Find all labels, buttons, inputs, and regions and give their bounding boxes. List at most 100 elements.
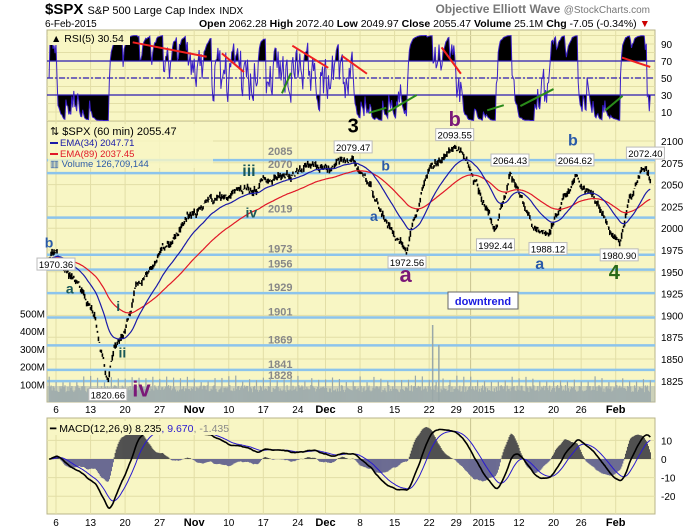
- macd-hist-bar: [205, 459, 207, 463]
- price-label: 1992.44: [478, 241, 512, 252]
- macd-hist-bar: [474, 459, 477, 480]
- macd-hist-bar: [266, 457, 268, 459]
- macd-hist-bar: [463, 459, 465, 469]
- macd-hist-bar: [405, 459, 408, 462]
- macd-hist-bar: [498, 459, 500, 467]
- macd-hist-bar: [379, 459, 381, 473]
- macd-hist-bar: [494, 459, 496, 477]
- macd-hist-bar: [259, 459, 262, 462]
- macd-hist-bar: [286, 459, 288, 460]
- macd-hist-bar: [569, 441, 572, 459]
- macd-hist-bar: [439, 446, 441, 459]
- macd-hist-bar: [504, 446, 506, 459]
- macd-hist-bar: [77, 459, 79, 467]
- macd-hist-bar: [216, 459, 218, 465]
- macd-hist-bar: [88, 459, 91, 469]
- macd-tick-label: 10: [661, 436, 673, 447]
- macd-hist-bar: [106, 459, 109, 482]
- macd-hist-bar: [315, 458, 317, 459]
- volume-tick-label: 200M: [20, 363, 45, 374]
- macd-hist-bar: [377, 459, 379, 473]
- macd-hist-bar: [252, 459, 255, 465]
- macd-hist-bar: [112, 459, 114, 463]
- price-tick-label: 1850: [661, 355, 684, 366]
- macd-hist-bar: [408, 456, 411, 459]
- macd-hist-bar: [470, 459, 473, 477]
- macd-hist-bar: [634, 435, 637, 459]
- macd-hist-bar: [311, 457, 313, 459]
- macd-hist-bar: [619, 459, 621, 471]
- macd-hist-bar: [615, 459, 617, 474]
- macd-hist-bar: [318, 459, 321, 462]
- macd-hist-bar: [297, 459, 299, 460]
- macd-hist-bar: [157, 452, 159, 459]
- macd-hist-bar: [155, 451, 157, 459]
- macd-hist-bar: [543, 459, 545, 466]
- macd-hist-bar: [590, 459, 592, 466]
- x-tick-label: 2015: [473, 518, 496, 529]
- x-tick-label: 20: [120, 518, 132, 529]
- macd-hist-bar: [444, 453, 446, 459]
- macd-hist-bar: [393, 459, 396, 468]
- wave-label: iii: [242, 163, 255, 180]
- macd-hist-bar: [539, 459, 541, 471]
- x-tick-label: 26: [576, 518, 588, 529]
- x-tick-label: 15: [389, 518, 401, 529]
- macd-hist-bar: [337, 458, 340, 459]
- macd-hist-bar: [549, 459, 552, 460]
- x-tick-label: 2015: [473, 405, 496, 416]
- macd-hist-bar: [541, 459, 543, 469]
- macd-hist-bar: [195, 459, 197, 462]
- level-label: 1841: [268, 359, 292, 371]
- macd-hist-bar: [138, 426, 140, 459]
- macd-hist-bar: [570, 442, 572, 459]
- x-tick-label: 13: [85, 405, 97, 416]
- macd-hist-bar: [304, 458, 306, 459]
- macd-hist-bar: [322, 459, 325, 463]
- macd-hist-bar: [445, 454, 447, 459]
- macd-hist-bar: [568, 440, 571, 459]
- macd-hist-bar: [614, 459, 616, 475]
- macd-hist-bar: [367, 459, 369, 469]
- volume-base: [47, 386, 655, 402]
- macd-hist-bar: [356, 459, 358, 463]
- price-label: 1820.66: [91, 391, 125, 402]
- macd-hist-bar: [289, 459, 291, 462]
- macd-hist-bar: [313, 457, 315, 459]
- macd-hist-bar: [547, 459, 550, 462]
- level-label: 2019: [268, 204, 292, 216]
- macd-hist-bar: [96, 459, 99, 472]
- rsi-tick-label: 30: [661, 91, 673, 102]
- macd-hist-bar: [530, 459, 532, 471]
- macd-hist-bar: [419, 432, 421, 459]
- macd-hist-bar: [86, 459, 88, 470]
- chart-date: 6-Feb-2015: [45, 19, 97, 30]
- macd-hist-bar: [135, 425, 137, 459]
- macd-hist-bar: [176, 459, 179, 461]
- macd-hist-bar: [60, 459, 62, 461]
- macd-hist-bar: [69, 459, 71, 468]
- macd-hist-bar: [433, 435, 435, 459]
- ema89-line: [49, 170, 651, 314]
- macd-hist-bar: [646, 443, 648, 459]
- macd-hist-bar: [603, 459, 605, 475]
- macd-hist-bar: [644, 439, 647, 459]
- legend-volume: ▥ Volume 126,709,144: [50, 159, 149, 170]
- low-label: Low: [336, 18, 358, 30]
- macd-hist-bar: [472, 459, 475, 479]
- legend-ema34-swatch: [50, 142, 58, 144]
- price-label: 2093.55: [438, 131, 472, 142]
- x-tick-label: 8: [357, 518, 363, 529]
- macd-hist-bar: [343, 457, 345, 459]
- macd-hist-bar: [174, 459, 177, 461]
- x-tick-label: 8: [357, 405, 363, 416]
- macd-hist-bar: [637, 434, 640, 459]
- macd-hist-bar: [321, 459, 324, 462]
- macd-hist-bar: [390, 459, 392, 470]
- macd-hist-bar: [250, 459, 253, 464]
- macd-hist-bar: [254, 459, 257, 464]
- macd-hist-bar: [213, 459, 215, 464]
- rsi-tick-label: 90: [661, 40, 673, 51]
- wave-label: 4: [609, 262, 621, 284]
- x-tick-label: 10: [223, 518, 235, 529]
